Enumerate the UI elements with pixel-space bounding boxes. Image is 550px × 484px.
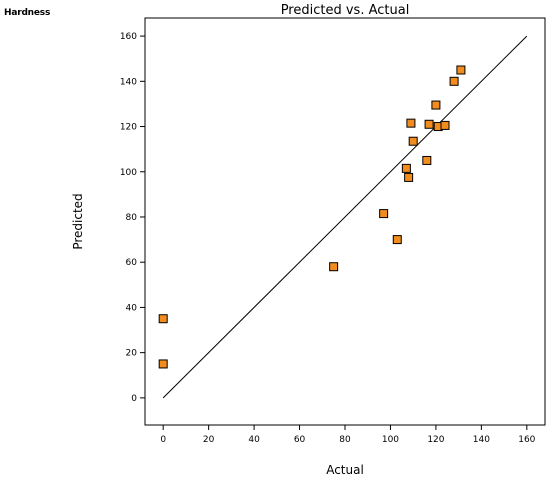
data-point: [158, 359, 168, 369]
data-point: [424, 119, 434, 129]
data-point: [404, 172, 414, 182]
y-tick-label: 60: [126, 258, 138, 268]
x-tick-label: 40: [248, 435, 260, 445]
x-axis-label: Actual: [326, 463, 364, 477]
y-tick-label: 80: [126, 213, 138, 223]
x-tick-label: 0: [160, 435, 166, 445]
x-tick-label: 80: [339, 435, 351, 445]
x-tick-label: 160: [518, 435, 535, 445]
data-point: [449, 76, 459, 86]
data-point: [408, 136, 418, 146]
data-point: [440, 120, 450, 130]
data-point: [329, 262, 339, 272]
reference-line: [162, 35, 528, 399]
y-tick-label: 100: [120, 168, 137, 178]
x-tick-label: 120: [427, 435, 444, 445]
y-tick-label: 120: [120, 123, 137, 133]
y-tick-label: 0: [131, 394, 137, 404]
data-point: [392, 235, 402, 245]
x-tick-label: 100: [382, 435, 399, 445]
response-label: Hardness: [4, 8, 51, 18]
y-tick-label: 140: [120, 77, 137, 87]
data-point: [158, 314, 168, 324]
data-point: [431, 100, 441, 110]
y-tick-label: 40: [126, 303, 138, 313]
x-tick-label: 20: [203, 435, 215, 445]
y-axis-label: Predicted: [71, 193, 85, 249]
data-point: [406, 118, 416, 128]
data-point: [379, 209, 389, 219]
data-point: [401, 163, 411, 173]
data-point: [422, 155, 432, 165]
y-tick-label: 20: [126, 349, 138, 359]
x-tick-label: 140: [473, 435, 490, 445]
plot-frame: [144, 17, 546, 426]
data-point: [456, 65, 466, 75]
chart-title: Predicted vs. Actual: [281, 3, 410, 18]
x-tick-label: 60: [294, 435, 306, 445]
y-tick-label: 160: [120, 32, 137, 42]
